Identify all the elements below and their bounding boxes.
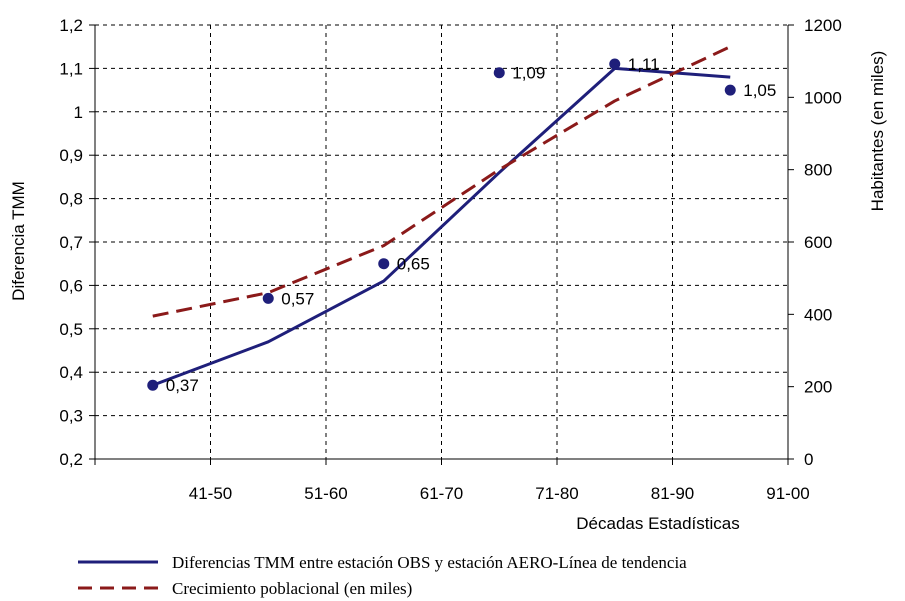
x-tick-label: 91-00 [766,484,809,503]
data-point [262,292,274,304]
y-left-tick-label: 0,6 [59,276,83,295]
y-left-tick-label: 1,1 [59,59,83,78]
x-tick-label: 41-50 [189,484,232,503]
y-axis-left-title: Diferencia TMM [9,181,28,301]
data-point [609,58,621,70]
data-point [147,379,159,391]
y-left-tick-label: 0,3 [59,407,83,426]
data-point [378,258,390,270]
y-right-tick-label: 600 [804,233,832,252]
y-left-tick-label: 0,8 [59,190,83,209]
data-label: 0,65 [397,255,430,274]
y-axis-left-ticks: 0,2 0,3 0,4 0,5 0,6 0,7 0,8 0,9 1 1,1 1,2 [59,16,95,469]
y-axis-right-ticks: 0 200 400 600 800 1000 1200 [788,16,842,469]
series-population-line [152,45,731,318]
x-tick-label: 51-60 [304,484,347,503]
data-point [724,84,736,96]
y-left-tick-label: 0,9 [59,146,83,165]
y-right-tick-label: 800 [804,161,832,180]
data-label: 1,11 [628,55,660,74]
series-layer [152,45,731,387]
data-points: 0,37 0,57 0,65 1,09 1,11 1,05 [147,55,776,395]
y-right-tick-label: 1000 [804,88,842,107]
x-tick-label: 71-80 [535,484,578,503]
legend-label-trend: Diferencias TMM entre estación OBS y est… [172,553,687,572]
y-right-tick-label: 1200 [804,16,842,35]
legend: Diferencias TMM entre estación OBS y est… [78,553,687,598]
y-right-tick-label: 0 [804,450,813,469]
x-tick-label: 61-70 [420,484,463,503]
y-left-tick-label: 0,5 [59,320,83,339]
y-axis-right-title: Habitantes (en miles) [868,51,887,212]
x-tick-label: 81-90 [651,484,694,503]
series-trend-line [152,66,731,387]
data-label: 0,57 [281,289,314,308]
y-right-tick-label: 200 [804,378,832,397]
x-axis-title: Décadas Estadísticas [576,514,739,533]
legend-label-population: Crecimiento poblacional (en miles) [172,579,412,598]
data-label: 1,05 [743,81,776,100]
data-point [493,67,505,79]
y-left-tick-label: 0,7 [59,233,83,252]
y-left-tick-label: 1 [74,103,83,122]
x-axis-ticks: 41-50 51-60 61-70 71-80 81-90 91-00 [94,459,810,503]
y-left-tick-label: 1,2 [59,16,83,35]
y-left-tick-label: 0,4 [59,363,83,382]
data-label: 1,09 [512,64,545,83]
gridlines [95,24,788,459]
y-left-tick-label: 0,2 [59,450,83,469]
y-right-tick-label: 400 [804,305,832,324]
data-label: 0,37 [166,376,199,395]
